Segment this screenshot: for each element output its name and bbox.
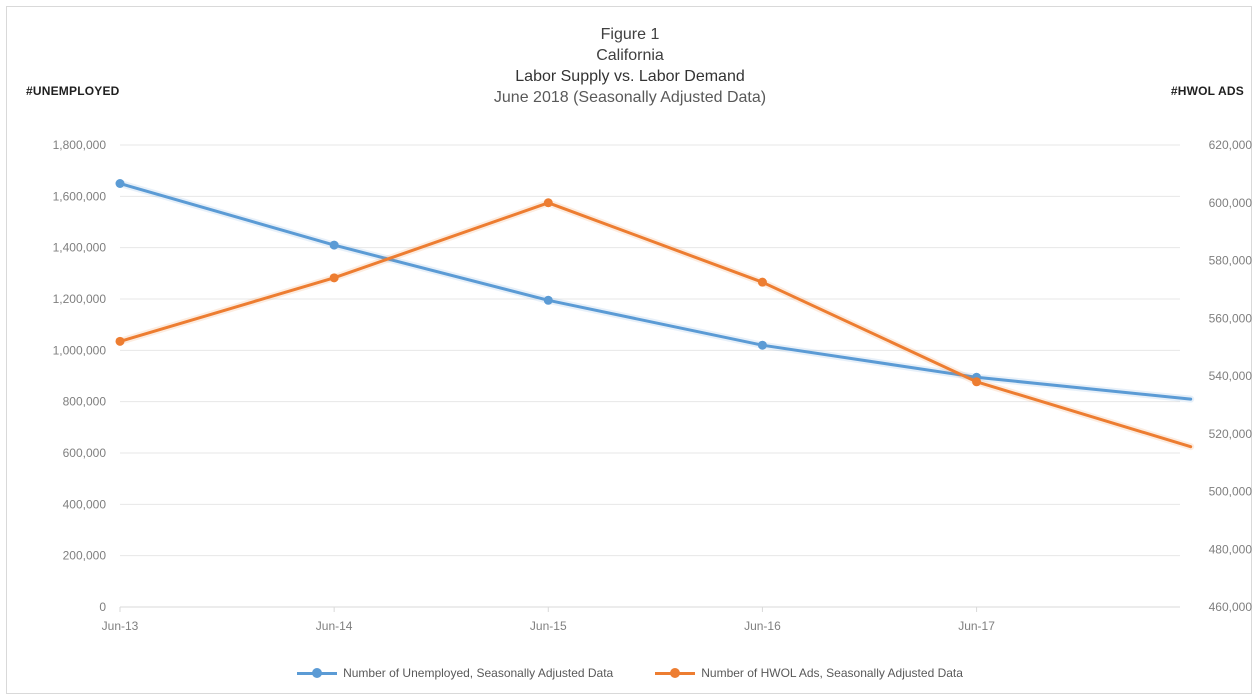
legend-dot-hwol-ads — [670, 668, 681, 678]
y-right-tick-label: 520,000 — [1209, 427, 1253, 441]
right-axis-title: #HWOL ADS — [1170, 84, 1244, 98]
y-left-tick-label: 800,000 — [63, 395, 107, 409]
data-point-hwol-ads — [329, 273, 339, 283]
y-right-tick-label: 500,000 — [1209, 485, 1253, 499]
y-left-tick-label: 0 — [99, 600, 106, 614]
chart-title-line-2: California — [596, 47, 664, 64]
legend-label-hwol-ads: Number of HWOL Ads, Seasonally Adjusted … — [701, 666, 963, 680]
x-tick-label: Jun-17 — [958, 619, 995, 633]
y-left-tick-label: 1,600,000 — [53, 189, 107, 203]
y-left-tick-label: 600,000 — [63, 446, 107, 460]
series-line-unemployed — [118, 182, 1193, 401]
legend-item-hwol-ads: Number of HWOL Ads, Seasonally Adjusted … — [655, 666, 963, 680]
y-right-tick-label: 580,000 — [1209, 254, 1253, 268]
x-tick-label: Jun-13 — [102, 619, 139, 633]
y-right-tick-label: 620,000 — [1209, 138, 1253, 152]
data-point-unemployed — [329, 240, 339, 250]
x-tick-label: Jun-16 — [744, 619, 781, 633]
chart-title-block: Figure 1 California Labor Supply vs. Lab… — [330, 24, 930, 108]
legend-item-unemployed: Number of Unemployed, Seasonally Adjuste… — [297, 666, 613, 680]
data-point-hwol-ads — [115, 336, 125, 346]
data-point-hwol-ads — [543, 198, 553, 208]
legend-dot-unemployed — [312, 668, 323, 678]
y-left-tick-label: 400,000 — [63, 497, 107, 511]
legend-swatch-hwol-ads — [655, 668, 696, 678]
y-left-tick-label: 1,000,000 — [53, 343, 107, 357]
y-right-tick-label: 560,000 — [1209, 311, 1253, 325]
y-right-tick-label: 460,000 — [1209, 600, 1253, 614]
chart-subtitle: June 2018 (Seasonally Adjusted Data) — [493, 89, 767, 106]
chart-title-line-3: Labor Supply vs. Labor Demand — [515, 68, 745, 85]
legend-label-unemployed: Number of Unemployed, Seasonally Adjuste… — [343, 666, 614, 680]
data-point-hwol-ads — [972, 377, 982, 387]
y-left-tick-label: 1,200,000 — [53, 292, 107, 306]
y-right-tick-label: 480,000 — [1209, 542, 1253, 556]
data-point-hwol-ads — [757, 277, 767, 287]
data-point-unemployed — [115, 179, 125, 188]
legend-swatch-unemployed — [297, 668, 338, 678]
left-axis-title: #UNEMPLOYED — [26, 84, 120, 98]
x-tick-label: Jun-15 — [530, 619, 567, 633]
series-line-hwol-ads — [118, 201, 1193, 449]
y-left-tick-label: 1,400,000 — [53, 241, 107, 255]
y-right-tick-label: 600,000 — [1209, 196, 1253, 210]
y-right-tick-label: 540,000 — [1209, 369, 1253, 383]
data-point-unemployed — [757, 340, 767, 350]
x-tick-label: Jun-14 — [316, 619, 353, 633]
y-left-tick-label: 200,000 — [63, 549, 107, 563]
chart-title-line-1: Figure 1 — [600, 26, 660, 43]
y-left-tick-label: 1,800,000 — [53, 138, 107, 152]
chart-legend: Number of Unemployed, Seasonally Adjuste… — [0, 666, 1260, 680]
data-point-unemployed — [543, 295, 553, 305]
